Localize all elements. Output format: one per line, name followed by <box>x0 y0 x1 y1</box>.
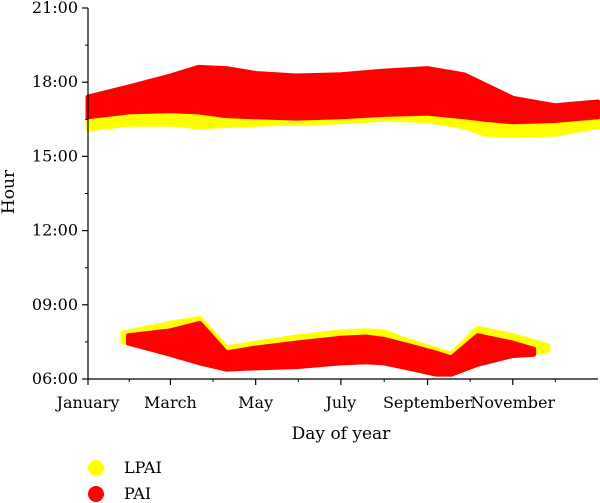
x-axis-title: Day of year <box>292 424 392 444</box>
y-axis-title: Hour <box>0 169 19 214</box>
y-tick-label: 18:00 <box>32 72 78 91</box>
legend: LPAI PAI <box>88 458 162 503</box>
x-tick-label: September <box>383 393 472 412</box>
x-tick-label: May <box>238 393 273 412</box>
y-tick-label: 09:00 <box>32 295 78 314</box>
y-tick-label: 21:00 <box>32 0 78 17</box>
pai-evening-band <box>85 64 600 125</box>
y-ticks: 06:00 09:00 12:00 15:00 18:00 21:00 <box>32 0 88 388</box>
y-tick-label: 06:00 <box>32 369 78 388</box>
pai-morning-band <box>126 320 537 377</box>
x-tick-label: July <box>323 393 356 412</box>
legend-marker-pai <box>88 486 104 502</box>
legend-marker-lpai <box>88 460 104 476</box>
x-tick-label: March <box>144 393 197 412</box>
legend-label-lpai: LPAI <box>124 458 162 477</box>
x-tick-label: January <box>55 393 120 412</box>
y-tick-label: 12:00 <box>32 221 78 240</box>
x-tick-label: November <box>470 393 555 412</box>
legend-label-pai: PAI <box>124 484 151 503</box>
y-tick-label: 15:00 <box>32 146 78 165</box>
chart-bands <box>85 64 600 377</box>
